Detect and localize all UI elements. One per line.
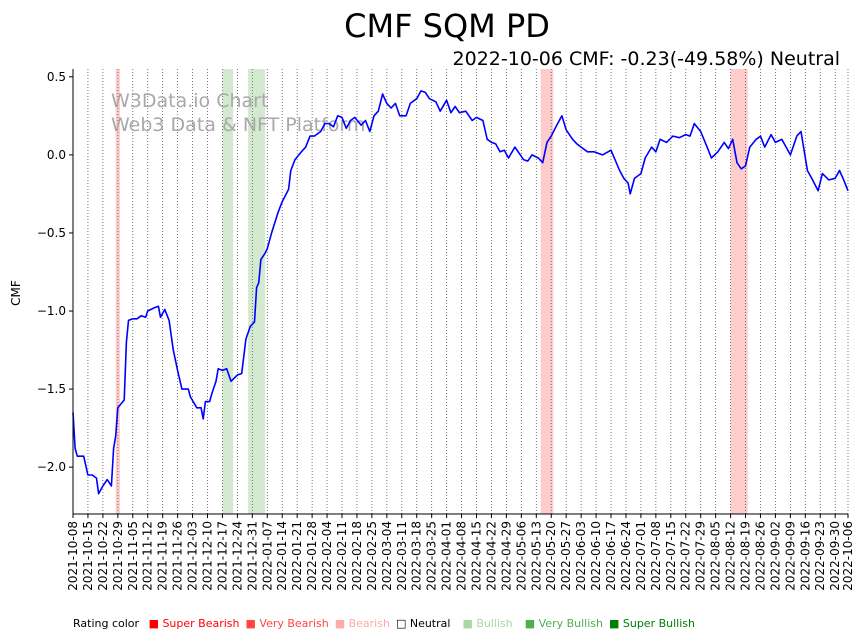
- x-tick-label: 2022-07-22: [679, 521, 693, 591]
- x-tick-label: 2021-12-03: [186, 521, 200, 591]
- x-tick-label: 2022-04-01: [440, 521, 454, 591]
- x-tick-label: 2022-05-06: [514, 521, 528, 591]
- x-tick-label: 2022-06-24: [619, 521, 633, 591]
- series-line-0: [72, 90, 849, 495]
- y-tick-label: −0.5: [37, 226, 66, 240]
- x-tick-label: 2022-07-08: [649, 521, 663, 591]
- axes: [72, 69, 848, 515]
- x-tick-label: 2022-06-10: [589, 521, 603, 591]
- x-tick-label: 2022-07-15: [664, 521, 678, 591]
- y-tick-label: −1.5: [37, 382, 66, 396]
- legend-item-very-bullish: ■ Very Bullish: [524, 617, 603, 630]
- x-tick-label: 2022-04-15: [470, 521, 484, 591]
- x-ticks: 2021-10-08 2021-10-15 2021-10-22 2021-10-29…: [66, 514, 855, 591]
- x-tick-label: 2021-10-08: [66, 521, 80, 591]
- y-ticks: 0.5 0.0 −0.5 −1.0 −1.5 −2.0: [37, 70, 73, 474]
- x-tick-label: 2022-03-18: [410, 521, 424, 591]
- x-tick-label: 2021-12-31: [245, 521, 259, 591]
- legend-item-super-bullish: ■ Super Bullish: [608, 617, 695, 630]
- x-tick-label: 2022-09-23: [813, 521, 827, 591]
- x-tick-label: 2022-01-21: [290, 521, 304, 591]
- x-tick-label: 2022-08-05: [709, 521, 723, 591]
- x-tick-label: 2022-03-04: [380, 521, 394, 591]
- chart-subtitle: 2022-10-06 CMF: -0.23(-49.58%) Neutral: [453, 48, 840, 70]
- rating-band-1: [222, 69, 234, 514]
- x-tick-label: 2021-11-26: [171, 521, 185, 591]
- rating-band-4: [730, 69, 748, 514]
- x-tick-label: 2021-10-22: [96, 521, 110, 591]
- x-grid: [72, 69, 849, 514]
- y-tick-label: −1.0: [37, 304, 66, 318]
- x-tick-label: 2022-04-08: [455, 521, 469, 591]
- x-tick-label: 2022-01-07: [260, 521, 274, 591]
- watermark-line: Web3 Data & NFT Platform: [111, 114, 365, 136]
- watermark-line: W3Data.io Chart: [111, 90, 268, 112]
- x-tick-label: 2021-11-12: [141, 521, 155, 591]
- x-tick-label: 2022-09-16: [798, 521, 812, 591]
- x-tick-label: 2022-01-28: [305, 521, 319, 591]
- x-tick-label: 2022-05-13: [529, 521, 543, 591]
- x-tick-label: 2022-06-17: [604, 521, 618, 591]
- x-tick-label: 2021-11-19: [156, 521, 170, 591]
- x-tick-label: 2022-08-12: [724, 521, 738, 591]
- x-tick-label: 2022-09-02: [768, 521, 782, 591]
- x-tick-label: 2022-02-04: [320, 521, 334, 591]
- x-tick-label: 2022-02-25: [365, 521, 379, 591]
- x-tick-label: 2022-08-19: [739, 521, 753, 591]
- y-tick-label: 0.0: [47, 148, 66, 162]
- legend-item-super-bearish: ■ Super Bearish: [148, 617, 240, 630]
- y-axis-label: CMF: [9, 280, 23, 306]
- x-tick-label: 2022-05-27: [559, 521, 573, 591]
- legend-item-neutral: □ Neutral: [395, 617, 451, 630]
- x-tick-label: 2021-10-29: [111, 521, 125, 591]
- x-tick-label: 2022-09-30: [828, 521, 842, 591]
- x-tick-label: 2022-05-20: [544, 521, 558, 591]
- x-tick-label: 2022-08-26: [753, 521, 767, 591]
- x-tick-label: 2022-03-25: [425, 521, 439, 591]
- x-tick-label: 2022-09-09: [783, 521, 797, 591]
- rating-legend: Rating color ■ Super Bearish ■ Very Beari…: [73, 617, 707, 630]
- x-tick-label: 2022-10-06: [841, 521, 855, 591]
- legend-item-bullish: ■ Bullish: [462, 617, 513, 630]
- x-tick-label: 2022-04-22: [484, 521, 498, 591]
- x-tick-label: 2021-11-05: [126, 521, 140, 591]
- x-tick-label: 2022-03-11: [395, 521, 409, 591]
- legend-title: Rating color: [73, 617, 140, 630]
- x-tick-label: 2022-06-03: [574, 521, 588, 591]
- x-tick-label: 2022-07-01: [634, 521, 648, 591]
- y-tick-label: −2.0: [37, 460, 66, 474]
- x-tick-label: 2022-01-14: [275, 521, 289, 591]
- x-tick-label: 2022-07-29: [694, 521, 708, 591]
- series-group: [72, 90, 849, 495]
- y-tick-label: 0.5: [47, 70, 66, 84]
- rating-band-3: [540, 69, 554, 514]
- x-tick-label: 2022-04-29: [499, 521, 513, 591]
- x-tick-label: 2021-12-17: [215, 521, 229, 591]
- chart-title: CMF SQM PD: [344, 7, 550, 45]
- x-tick-label: 2021-12-10: [201, 521, 215, 591]
- legend-item-bearish: ■ Bearish: [334, 617, 390, 630]
- x-tick-label: 2022-02-11: [335, 521, 349, 591]
- x-tick-label: 2021-12-24: [230, 521, 244, 591]
- legend-item-very-bearish: ■ Very Bearish: [245, 617, 329, 630]
- x-tick-label: 2021-10-15: [81, 521, 95, 591]
- x-tick-label: 2022-02-18: [350, 521, 364, 591]
